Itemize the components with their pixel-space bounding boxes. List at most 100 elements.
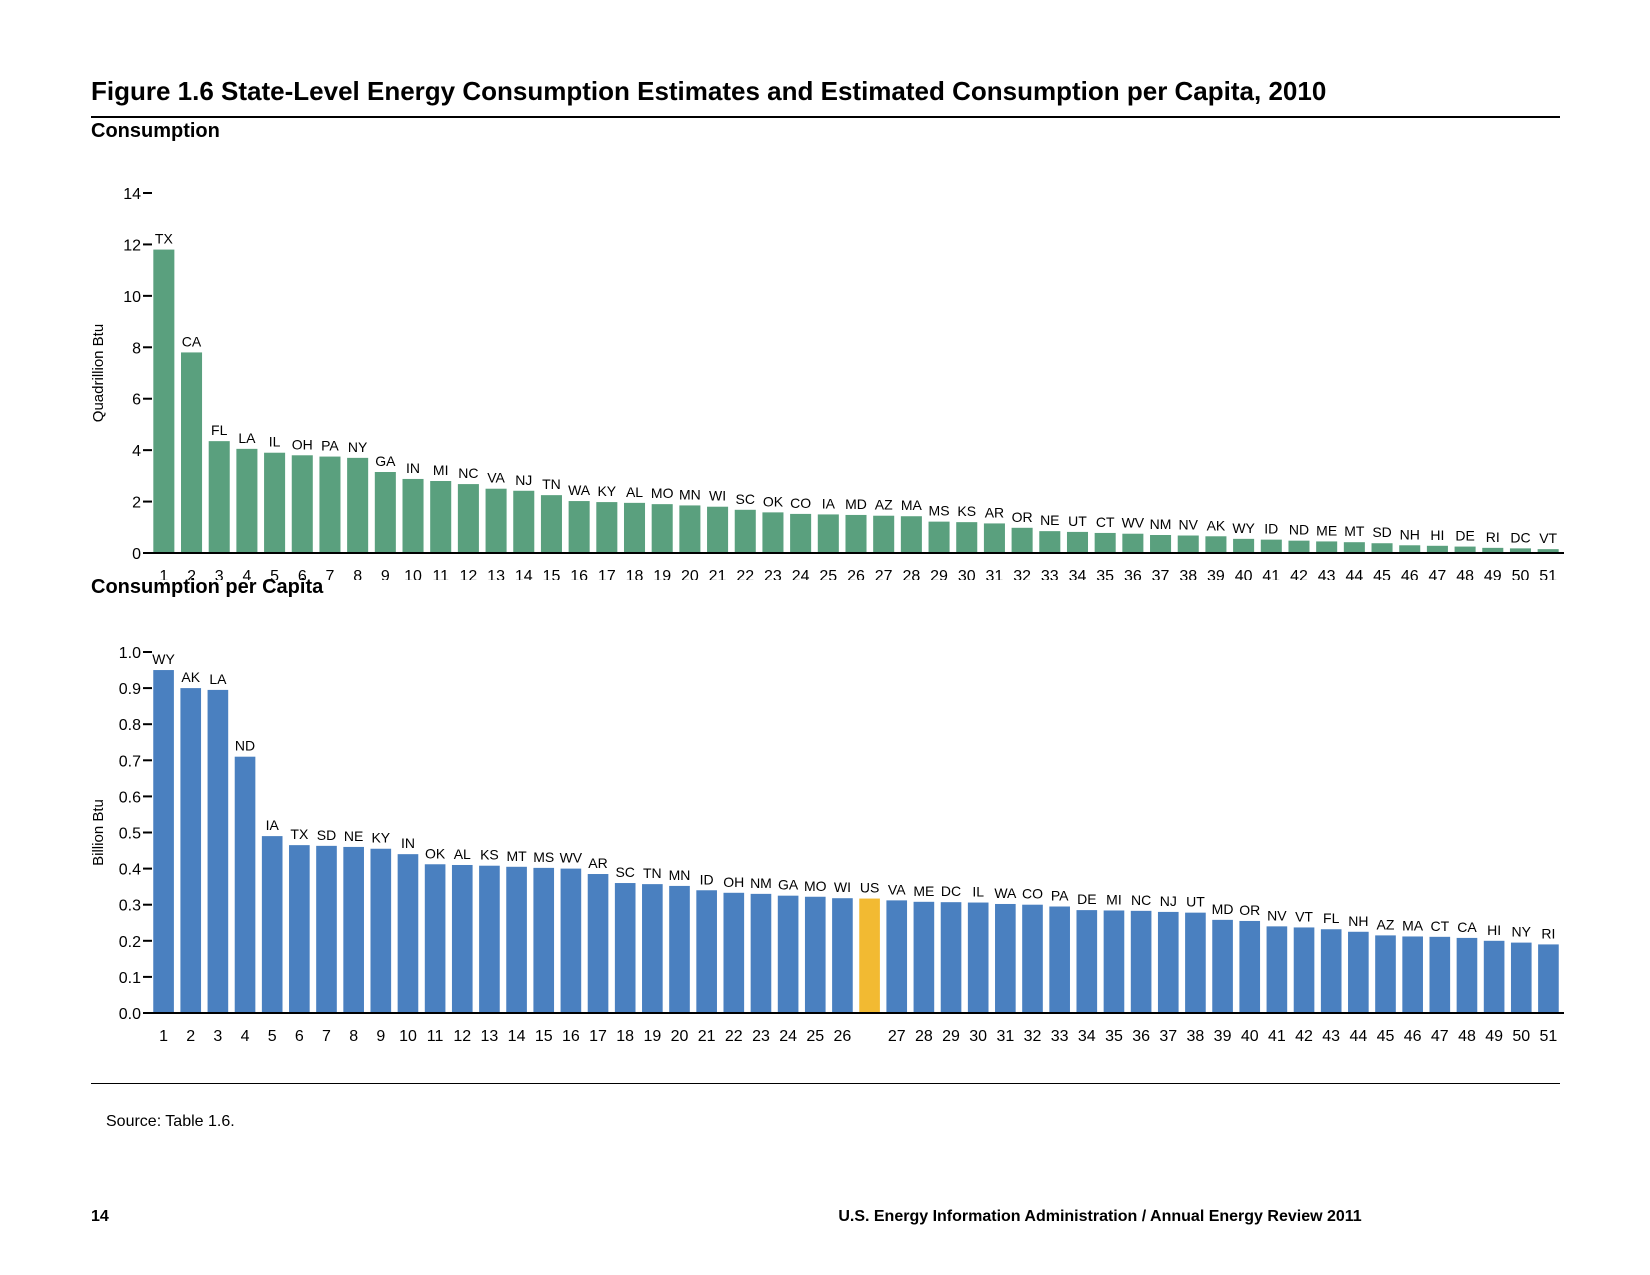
rank-label: 11 <box>432 568 449 580</box>
bar-mi <box>430 481 452 553</box>
bar-label-id: ID <box>700 871 714 887</box>
bar-ga <box>374 472 396 553</box>
rank-label: 24 <box>792 568 810 580</box>
bar-ca <box>181 352 203 553</box>
rank-label: 23 <box>764 568 782 580</box>
rank-label: 41 <box>1262 568 1280 580</box>
bar-label-wy: WY <box>1232 520 1255 536</box>
bar-vt <box>1537 549 1559 553</box>
bar-la <box>207 689 229 1013</box>
bar-label-nv: NV <box>1179 517 1199 533</box>
bar-sc <box>614 883 636 1013</box>
bar-mn <box>679 505 701 553</box>
rank-label: 50 <box>1512 1028 1530 1045</box>
y-tick-label: 10 <box>123 289 141 306</box>
bar-label-ny: NY <box>1512 924 1532 940</box>
bar-label-mn: MN <box>669 867 691 883</box>
bar-nh <box>1399 545 1421 553</box>
rank-label: 34 <box>1069 568 1087 580</box>
bar-ms <box>928 521 950 553</box>
bar-az <box>873 515 895 553</box>
rank-label: 10 <box>399 1028 417 1045</box>
bar-dc <box>1509 548 1531 553</box>
bar-label-mo: MO <box>651 485 674 501</box>
rank-label: 35 <box>1105 1028 1123 1045</box>
bar-id <box>1260 539 1282 553</box>
rank-label: 42 <box>1290 568 1308 580</box>
bar-mi <box>1103 910 1125 1013</box>
rank-label: 44 <box>1349 1028 1367 1045</box>
bar-label-oh: OH <box>292 436 313 452</box>
bar-vt <box>1293 927 1315 1013</box>
rank-label: 9 <box>376 1028 385 1045</box>
rank-label: 22 <box>725 1028 743 1045</box>
y-tick-label: 0.1 <box>119 970 141 987</box>
bar-label-ct: CT <box>1096 514 1115 530</box>
bar-label-dc: DC <box>1510 529 1530 545</box>
rank-label: 43 <box>1318 568 1336 580</box>
rank-label: 31 <box>996 1028 1014 1045</box>
bar-label-az: AZ <box>875 497 893 513</box>
bar-label-me: ME <box>1316 522 1337 538</box>
source-note: Source: Table 1.6. <box>106 1113 235 1130</box>
y-tick-label: 0 <box>132 546 141 563</box>
rank-label: 3 <box>215 568 224 580</box>
rank-label: 17 <box>598 568 616 580</box>
bar-label-ak: AK <box>181 669 200 685</box>
bar-ca <box>1456 937 1478 1013</box>
y-tick-label: 0.4 <box>119 862 141 879</box>
rank-label: 25 <box>806 1028 824 1045</box>
y-tick-label: 0.6 <box>119 789 141 806</box>
bar-tx <box>153 249 175 554</box>
bar-ia <box>817 514 839 553</box>
bar-nj <box>513 490 535 553</box>
rank-label: 13 <box>481 1028 499 1045</box>
bar-label-pa: PA <box>1051 888 1069 904</box>
bar-label-wi: WI <box>709 488 726 504</box>
rank-label: 36 <box>1132 1028 1150 1045</box>
bar-wv <box>560 868 582 1013</box>
bar-label-wi: WI <box>834 879 851 895</box>
rank-label: 30 <box>958 568 976 580</box>
y-tick-label: 4 <box>132 443 141 460</box>
bar-label-wv: WV <box>560 850 583 866</box>
bar-label-ok: OK <box>425 845 446 861</box>
bar-fl <box>1320 929 1342 1013</box>
bar-wy <box>1233 538 1255 553</box>
bar-ct <box>1429 936 1451 1013</box>
rank-label: 28 <box>915 1028 933 1045</box>
bar-ri <box>1482 547 1504 553</box>
bar-label-id: ID <box>1264 521 1278 537</box>
y-tick-label: 0.9 <box>119 681 141 698</box>
bar-ri <box>1538 944 1559 1013</box>
rank-label: 41 <box>1268 1028 1286 1045</box>
bar-ar <box>983 523 1005 553</box>
bar-label-al: AL <box>454 846 471 862</box>
rank-label: 22 <box>736 568 754 580</box>
y-tick-label: 0.5 <box>119 826 141 843</box>
bar-label-az: AZ <box>1377 916 1395 932</box>
bar-ny <box>1510 942 1532 1013</box>
bar-label-in: IN <box>401 835 415 851</box>
bar-label-mi: MI <box>1106 891 1122 907</box>
bar-label-ky: KY <box>371 830 390 846</box>
rank-label: 36 <box>1124 568 1142 580</box>
per-capita-panel-title: Consumption per Capita <box>91 576 324 598</box>
y-axis-title: Billion Btu <box>90 799 107 866</box>
bar-fl <box>208 441 230 553</box>
rank-label: 7 <box>326 568 335 580</box>
bar-sd <box>316 845 337 1013</box>
bar-label-ia: IA <box>266 817 280 833</box>
bar-label-nm: NM <box>1150 516 1172 532</box>
rank-label: 12 <box>453 1028 471 1045</box>
bar-tn <box>540 495 562 553</box>
bar-nm <box>1150 535 1172 553</box>
bar-label-nh: NH <box>1400 526 1420 542</box>
bar-nd <box>1288 540 1310 553</box>
bar-us <box>859 898 880 1013</box>
rank-label: 49 <box>1485 1028 1503 1045</box>
rank-label: 18 <box>626 568 644 580</box>
rank-label: 4 <box>242 568 251 580</box>
bar-la <box>236 448 258 553</box>
